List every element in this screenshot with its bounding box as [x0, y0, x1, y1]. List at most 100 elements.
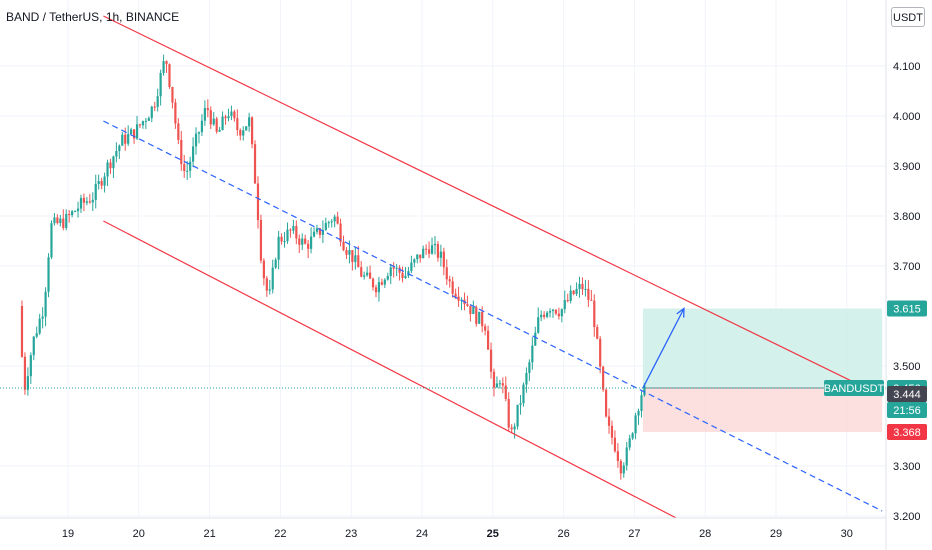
candle-body [445, 267, 448, 280]
candle-body [599, 338, 602, 367]
candle-body [525, 372, 528, 385]
candle-body [41, 316, 44, 319]
candle-body [545, 312, 549, 317]
x-axis-ticks[interactable]: 19 20 21 22 23 24 25 26 27 28 29 30 [62, 528, 853, 540]
candle-body [584, 288, 587, 290]
candle-body [121, 134, 124, 146]
candle-body [274, 259, 277, 268]
candle-body [430, 245, 434, 254]
candle-body [76, 208, 80, 212]
y-tick-label: 4.000 [893, 111, 921, 123]
candle-body [371, 278, 375, 288]
candle-body [413, 259, 416, 263]
candle-body [186, 170, 189, 172]
candle-body [171, 87, 174, 103]
stop-label: 3.368 [893, 427, 921, 439]
countdown-label: 21:56 [893, 405, 921, 417]
candle-body [569, 290, 572, 301]
candle-body [138, 124, 142, 126]
candle-body [363, 275, 366, 277]
currency-button[interactable]: USDT [891, 7, 925, 27]
candle-body [448, 279, 451, 282]
candle-body [593, 300, 596, 328]
candle-body [56, 217, 59, 224]
x-tick-label: 27 [628, 528, 640, 540]
candle-body [44, 291, 47, 317]
candle-body [147, 118, 150, 121]
position-zones [642, 308, 883, 432]
candle-body [466, 304, 469, 306]
channel-lower-line [103, 220, 677, 519]
candle-body [519, 403, 522, 405]
candle-body [510, 427, 513, 430]
target-label: 3.615 [893, 304, 921, 316]
y-tick-label: 3.300 [893, 461, 921, 473]
candle-body [256, 183, 260, 221]
candle-body [174, 102, 177, 124]
candle-body [315, 228, 319, 232]
candle-body [183, 164, 186, 172]
drawing-overlays[interactable] [0, 15, 886, 519]
candle-body [330, 221, 333, 223]
candle-body [124, 134, 127, 144]
x-tick-label: 19 [62, 528, 74, 540]
candle-body [277, 236, 280, 260]
candle-body [168, 64, 171, 88]
candle-body [298, 238, 301, 245]
candle-body [156, 96, 159, 107]
candle-body [233, 111, 236, 119]
candle-body [439, 251, 442, 258]
candle-body [498, 383, 501, 385]
candle-body [427, 249, 431, 254]
candle-body [537, 317, 540, 333]
candle-body [218, 130, 221, 132]
candle-body [572, 290, 575, 295]
x-tick-label: 23 [345, 528, 357, 540]
candle-body [212, 118, 215, 125]
candle-body [616, 451, 619, 462]
x-tick-label: 29 [770, 528, 782, 540]
candle-body [200, 120, 204, 133]
candle-body [141, 121, 145, 126]
candle-body [262, 260, 265, 279]
candle-body [489, 349, 493, 372]
candle-body [245, 126, 248, 131]
candle-body [227, 116, 230, 119]
candle-body [259, 220, 263, 261]
projection-arrow [642, 308, 685, 389]
candle-body [32, 336, 35, 356]
candle-body [321, 230, 324, 235]
candle-body [492, 371, 496, 388]
candle-body [478, 311, 481, 324]
candle-body [619, 461, 622, 474]
candle-body [301, 238, 304, 245]
candle-body [433, 244, 437, 246]
candle-body [366, 272, 369, 276]
candle-body [20, 306, 24, 357]
candle-body [150, 106, 153, 119]
candle-body [368, 272, 372, 279]
candle-body [206, 108, 209, 111]
candle-body [604, 389, 608, 417]
candle-body [242, 130, 245, 136]
y-axis-ticks[interactable]: 4.100 4.000 3.900 3.800 3.700 3.500 3.300 3.200 [893, 61, 921, 523]
candle-body [451, 281, 454, 294]
candle-body [383, 279, 386, 285]
candle-body [248, 117, 251, 127]
candle-body [73, 211, 77, 213]
candle-body [194, 133, 198, 147]
candle-body [88, 201, 91, 203]
candle-body [543, 314, 546, 317]
candle-body [354, 255, 357, 263]
candle-body [165, 61, 168, 65]
candle-body [215, 118, 218, 132]
candle-body [71, 211, 74, 216]
y-tick-label: 3.500 [893, 361, 921, 373]
candle-body [481, 311, 484, 327]
candle-body [312, 231, 316, 237]
candle-body [62, 218, 65, 228]
candle-body [103, 176, 106, 186]
candle-body [209, 110, 212, 125]
x-tick-label: 25 [487, 528, 499, 540]
